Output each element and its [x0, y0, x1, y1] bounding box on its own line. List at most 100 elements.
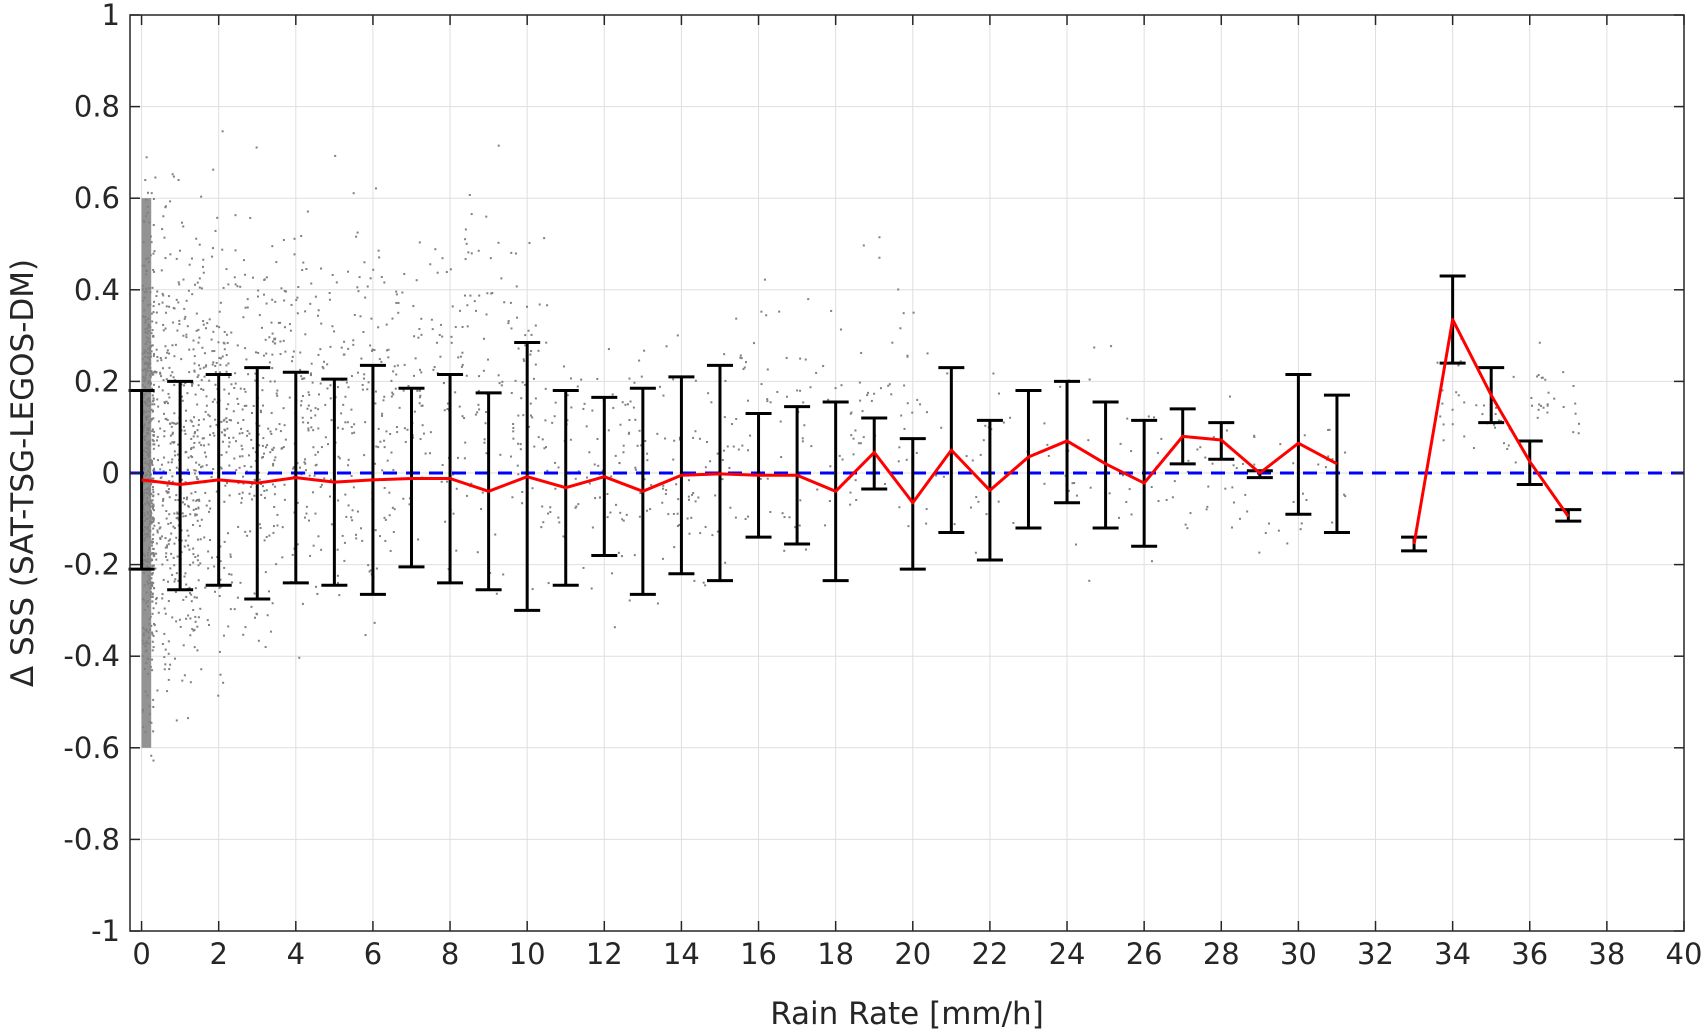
scatter-point	[387, 348, 390, 351]
y-tick-label: 0.2	[74, 364, 120, 398]
scatter-point	[159, 468, 162, 471]
scatter-point	[395, 290, 398, 293]
scatter-point	[907, 525, 910, 528]
scatter-point	[162, 379, 165, 382]
scatter-point	[420, 317, 423, 320]
scatter-point	[171, 480, 174, 483]
scatter-point	[694, 500, 697, 503]
x-tick-label: 34	[1434, 937, 1471, 971]
scatter-point	[215, 490, 218, 493]
scatter-point	[341, 427, 344, 430]
scatter-point	[175, 494, 178, 497]
scatter-point	[858, 381, 861, 384]
scatter-point	[202, 265, 205, 268]
scatter-point	[1503, 442, 1506, 445]
scatter-point	[291, 360, 294, 363]
scatter-point	[345, 515, 348, 518]
scatter-point	[1305, 499, 1308, 502]
scatter-point	[350, 375, 353, 378]
scatter-point	[197, 341, 200, 344]
scatter-point	[251, 483, 254, 486]
scatter-point	[161, 504, 164, 507]
scatter-point	[421, 404, 424, 407]
scatter-point	[503, 301, 506, 304]
scatter-point	[358, 276, 361, 279]
scatter-point	[1075, 494, 1078, 497]
scatter-point	[643, 349, 646, 352]
scatter-point	[152, 553, 155, 556]
scatter-point	[184, 432, 187, 435]
scatter-point	[227, 392, 230, 395]
scatter-point	[412, 436, 415, 439]
scatter-point	[374, 529, 377, 532]
scatter-point	[274, 300, 277, 303]
scatter-point	[1541, 376, 1544, 379]
scatter-point	[163, 632, 166, 635]
scatter-point	[213, 565, 216, 568]
scatter-point	[283, 483, 286, 486]
scatter-point	[1160, 437, 1163, 440]
scatter-point	[151, 403, 154, 406]
scatter-point	[331, 325, 334, 328]
scatter-point	[198, 463, 201, 466]
scatter-point	[299, 404, 302, 407]
scatter-point	[854, 429, 857, 432]
scatter-point	[317, 535, 320, 538]
scatter-point	[198, 524, 201, 527]
scatter-point	[1009, 416, 1012, 419]
scatter-point	[161, 301, 164, 304]
scatter-point	[1459, 360, 1462, 363]
scatter-point	[177, 579, 180, 582]
scatter-point	[334, 154, 337, 157]
scatter-point	[686, 517, 689, 520]
scatter-point	[341, 534, 344, 537]
scatter-point	[1343, 493, 1346, 496]
scatter-point	[159, 357, 162, 360]
scatter-point	[665, 345, 668, 348]
scatter-point	[553, 415, 556, 418]
scatter-point	[788, 516, 791, 519]
scatter-point	[162, 497, 165, 500]
scatter-point	[278, 423, 281, 426]
scatter-point	[337, 426, 340, 429]
scatter-point	[152, 564, 155, 567]
scatter-point	[202, 271, 205, 274]
scatter-point	[245, 404, 248, 407]
scatter-point	[377, 427, 380, 430]
scatter-point	[618, 462, 621, 465]
scatter-point	[166, 402, 169, 405]
scatter-point	[255, 351, 258, 354]
scatter-point	[203, 536, 206, 539]
scatter-point	[739, 356, 742, 359]
scatter-point	[570, 406, 573, 409]
scatter-point	[370, 317, 373, 320]
scatter-point	[1441, 402, 1444, 405]
scatter-point	[254, 479, 257, 482]
scatter-point	[735, 418, 738, 421]
scatter-point	[534, 324, 537, 327]
scatter-point	[809, 386, 812, 389]
scatter-point	[194, 490, 197, 493]
scatter-point	[152, 252, 155, 255]
scatter-point	[529, 402, 532, 405]
scatter-point	[395, 293, 398, 296]
scatter-point	[413, 335, 416, 338]
scatter-point	[169, 442, 172, 445]
scatter-point	[162, 412, 165, 415]
scatter-point	[173, 542, 176, 545]
scatter-point	[200, 387, 203, 390]
scatter-point	[167, 580, 170, 583]
scatter-point	[196, 649, 199, 652]
scatter-point	[687, 495, 690, 498]
scatter-point	[514, 252, 517, 255]
y-tick-label: 0.4	[74, 273, 120, 307]
scatter-point	[392, 531, 395, 534]
scatter-point	[196, 376, 199, 379]
scatter-point	[213, 350, 216, 353]
scatter-point	[248, 492, 251, 495]
scatter-point	[189, 617, 192, 620]
scatter-point	[1463, 401, 1466, 404]
scatter-point	[249, 216, 252, 219]
scatter-point	[151, 631, 154, 634]
scatter-point	[429, 431, 432, 434]
